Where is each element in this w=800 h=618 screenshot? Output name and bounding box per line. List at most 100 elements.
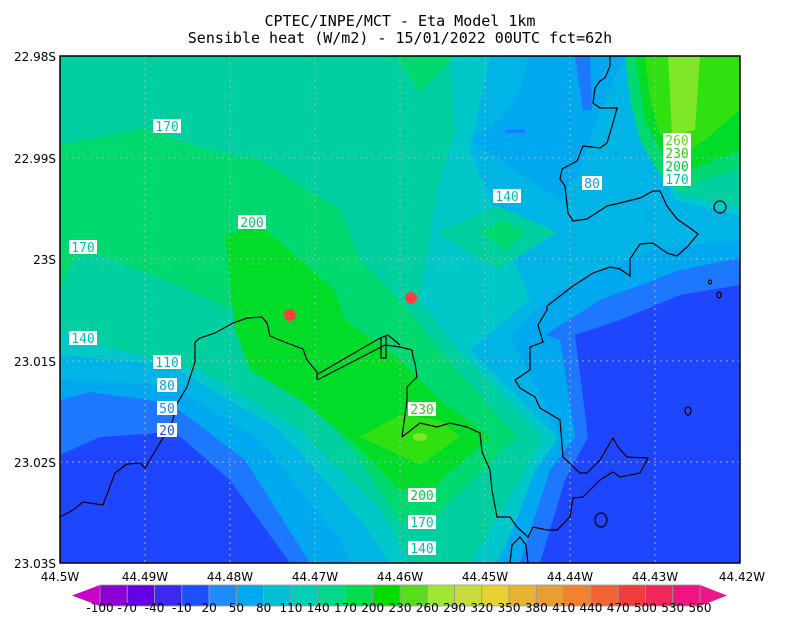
colorbar-label: -10: [172, 601, 192, 615]
band-minus10-20-se: [540, 285, 740, 563]
coastline-bottom: [509, 536, 529, 563]
lon-tick: 44.5W: [41, 570, 80, 584]
coastline: [60, 56, 727, 563]
contour-label-box: [663, 146, 691, 160]
contour-label: 200: [410, 489, 433, 504]
title-line-1: CPTEC/INPE/MCT - Eta Model 1km: [264, 12, 536, 30]
colorbar-label: 260: [416, 601, 439, 615]
colorbar-label: 440: [579, 601, 602, 615]
colorbar-label: 380: [525, 601, 548, 615]
colorbar-label: 290: [443, 601, 466, 615]
contour-label: 200: [665, 160, 688, 175]
colorbar-label: 230: [389, 601, 412, 615]
band-230-260: [360, 415, 460, 465]
contour-label-box: [408, 515, 436, 529]
contour-label: 50: [159, 402, 175, 417]
contour-label-box: [408, 488, 436, 502]
colorbar-label: 170: [334, 601, 357, 615]
colorbar-label: 50: [229, 601, 244, 615]
lat-tick: 23.03S: [14, 557, 56, 571]
colorbar-over-triangle: [700, 585, 727, 606]
colorbar: -100 -70 -40 -10 20 50 80 110 140 170 200 230 260 290…: [72, 584, 727, 615]
lat-tick: 23S: [33, 253, 56, 267]
lon-tick: 44.49W: [122, 570, 168, 584]
colorbar-label: 320: [470, 601, 493, 615]
island: [684, 406, 692, 416]
lon-tick: 44.47W: [292, 570, 338, 584]
colorbar-label: 80: [256, 601, 271, 615]
contour-label-box: [408, 541, 436, 555]
contour-label-box: [663, 159, 691, 173]
lon-tick: 44.44W: [547, 570, 593, 584]
colorbar-label: 350: [498, 601, 521, 615]
island: [594, 512, 608, 528]
lat-tick: 23.01S: [14, 355, 56, 369]
band-170-200-top: [395, 56, 455, 92]
contour-label-box: [157, 378, 177, 392]
contour-label-box: [157, 423, 177, 437]
band-20-50-streak: [575, 56, 592, 110]
contour-labels: 1702001701401108050201408026023020017023…: [69, 119, 691, 557]
colorbar-label: 140: [307, 601, 330, 615]
colorbar-box: [672, 584, 701, 607]
colorbar-label: 20: [201, 601, 216, 615]
contour-label-box: [663, 172, 691, 186]
colorbar-label: 410: [552, 601, 575, 615]
contour-label: 140: [410, 542, 433, 557]
title-line-2: Sensible heat (W/m2) - 15/01/2022 00UTC …: [187, 29, 613, 47]
pier-inner: [317, 334, 401, 375]
grid-lines: [60, 56, 740, 563]
colorbar-label: 530: [661, 601, 684, 615]
contour-label: 170: [665, 173, 688, 188]
colorbar-label: 470: [607, 601, 630, 615]
contour-label-box: [408, 402, 436, 416]
colorbar-label: 560: [689, 601, 712, 615]
lon-tick: 44.48W: [207, 570, 253, 584]
contour-label: 140: [71, 332, 94, 347]
lat-tick: 22.98S: [14, 50, 56, 64]
colorbar-label: -40: [145, 601, 165, 615]
lon-tick: 44.42W: [719, 570, 765, 584]
plume-260-290: [668, 56, 700, 135]
contour-label: 230: [410, 403, 433, 418]
contour-label-box: [153, 119, 181, 133]
contour-label: 80: [159, 379, 175, 394]
island: [716, 291, 722, 299]
contour-label-box: [157, 401, 177, 415]
contour-label: 200: [240, 216, 263, 231]
coastline-east: [401, 56, 699, 538]
contour-label: 170: [71, 241, 94, 256]
contour-label: 170: [410, 516, 433, 531]
colorbar-label: -100: [86, 601, 113, 615]
contour-label: 140: [495, 190, 518, 205]
lon-tick: 44.45W: [462, 570, 508, 584]
lat-tick: 23.02S: [14, 456, 56, 470]
band-20-50-spot: [505, 129, 525, 133]
band-260-290: [413, 433, 427, 441]
band-minus10-20: [60, 432, 290, 563]
contour-label-box: [69, 331, 97, 345]
contour-label: 230: [665, 147, 688, 162]
marker-point: [284, 309, 296, 321]
coastline-main: [60, 316, 318, 518]
lon-axis: 44.5W 44.49W 44.48W 44.47W 44.46W 44.45W…: [41, 570, 766, 584]
colorbar-label: 500: [634, 601, 657, 615]
contour-label: 80: [584, 177, 600, 192]
contour-label-box: [153, 355, 181, 369]
colorbar-under-triangle: [72, 585, 100, 606]
contour-label-box: [69, 240, 97, 254]
plot-frame: [59, 55, 741, 564]
lat-axis: 22.98S 22.99S 23S 23.01S 23.02S 23.03S: [14, 50, 56, 571]
contour-label-box: [493, 189, 521, 203]
band-170-200-diamond: [480, 220, 525, 250]
lat-tick: 22.99S: [14, 152, 56, 166]
contour-label: 170: [155, 120, 178, 135]
contour-label-box: [663, 133, 691, 147]
colorbar-label: 200: [361, 601, 384, 615]
colorbar-label: 110: [279, 601, 302, 615]
lon-tick: 44.46W: [377, 570, 423, 584]
island: [707, 279, 713, 285]
contour-label-box: [582, 176, 602, 190]
island: [713, 200, 727, 214]
